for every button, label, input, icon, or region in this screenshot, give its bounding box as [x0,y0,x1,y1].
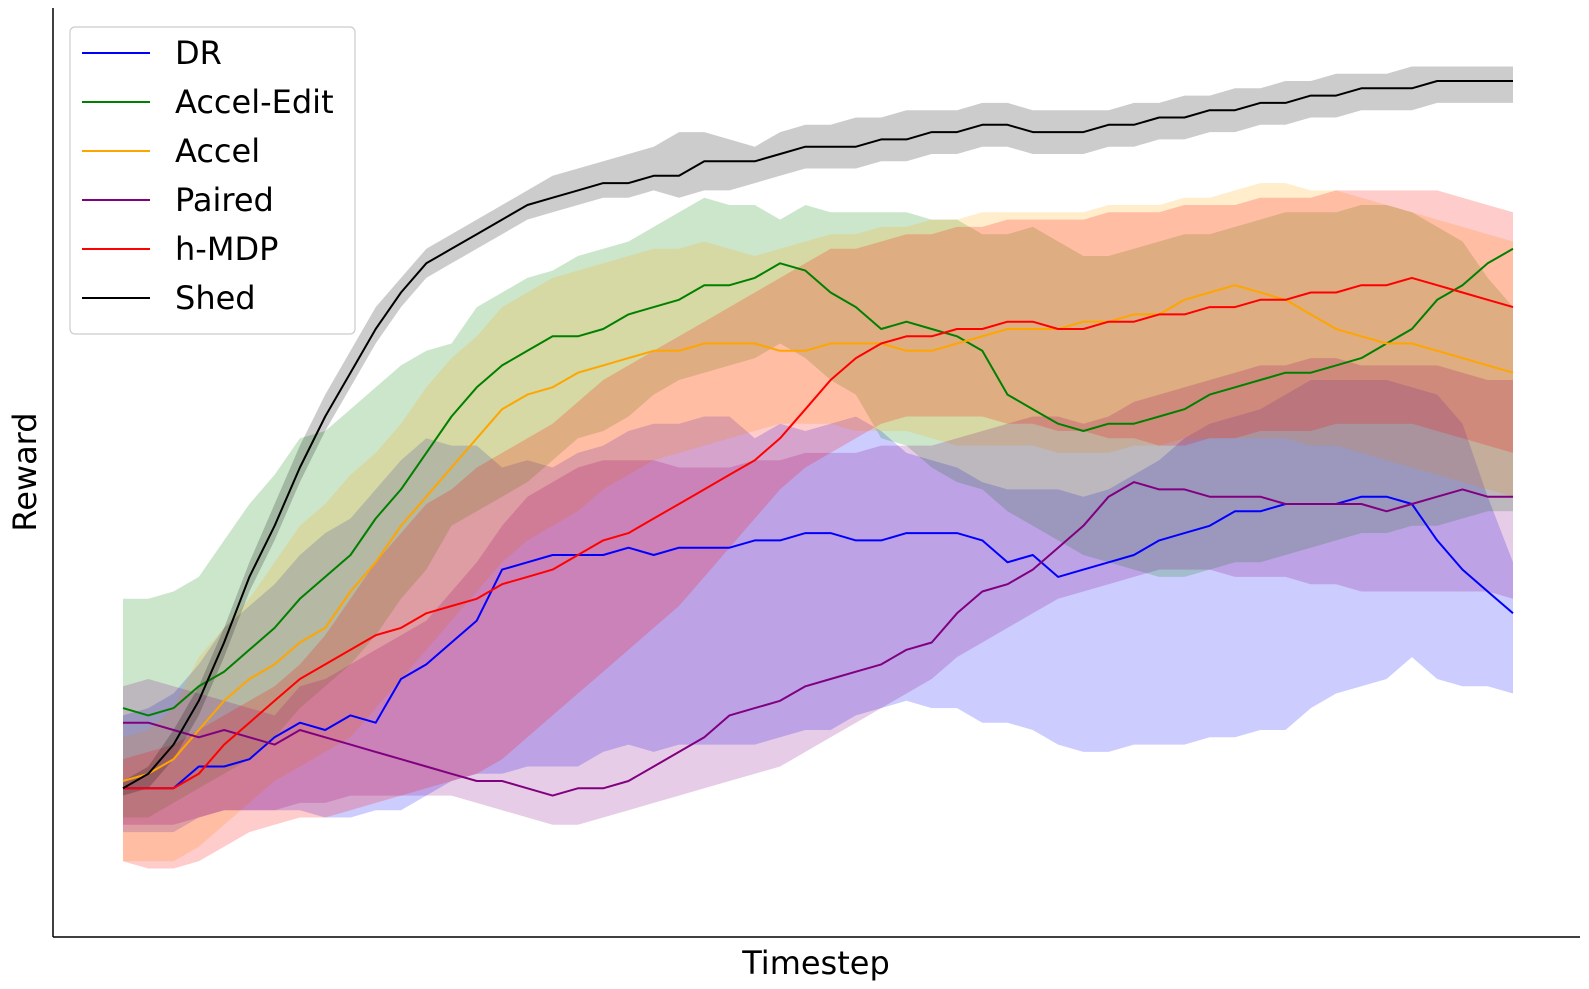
line-accel-edit [122,247,1514,717]
band-shed [123,66,1513,796]
band-dr [123,380,1513,833]
line-h-mdp [123,276,1514,790]
legend-item-h-mdp: h-MDP [82,230,278,268]
legend-item-dr: DR [82,34,222,72]
series-lines [122,80,1514,797]
line-shed [122,80,1513,790]
legend-item-paired: Paired [82,181,274,219]
legend-label-dr: DR [175,34,222,72]
line-accel [122,284,1514,782]
band-accel [123,183,1513,862]
y-axis-label: Reward [6,412,44,531]
legend-label-accel-edit: Accel-Edit [175,83,334,121]
band-h-mdp [123,190,1513,869]
legend-label-paired: Paired [175,181,274,219]
legend-label-shed: Shed [175,279,256,317]
band-accel-edit [123,197,1513,818]
line-dr [123,495,1514,790]
legend-item-accel: Accel [82,132,260,170]
confidence-bands [123,66,1513,869]
legend-label-h-mdp: h-MDP [175,230,278,268]
x-axis-label: Timestep [741,944,890,982]
legend-item-accel-edit: Accel-Edit [82,83,334,121]
legend-item-shed: Shed [82,279,256,317]
legend: DR Accel-Edit Accel Paired h-MDP Shed [69,26,356,335]
legend-frame [69,26,356,335]
band-paired [123,358,1513,825]
line-paired [123,481,1513,797]
legend-label-accel: Accel [175,132,260,170]
